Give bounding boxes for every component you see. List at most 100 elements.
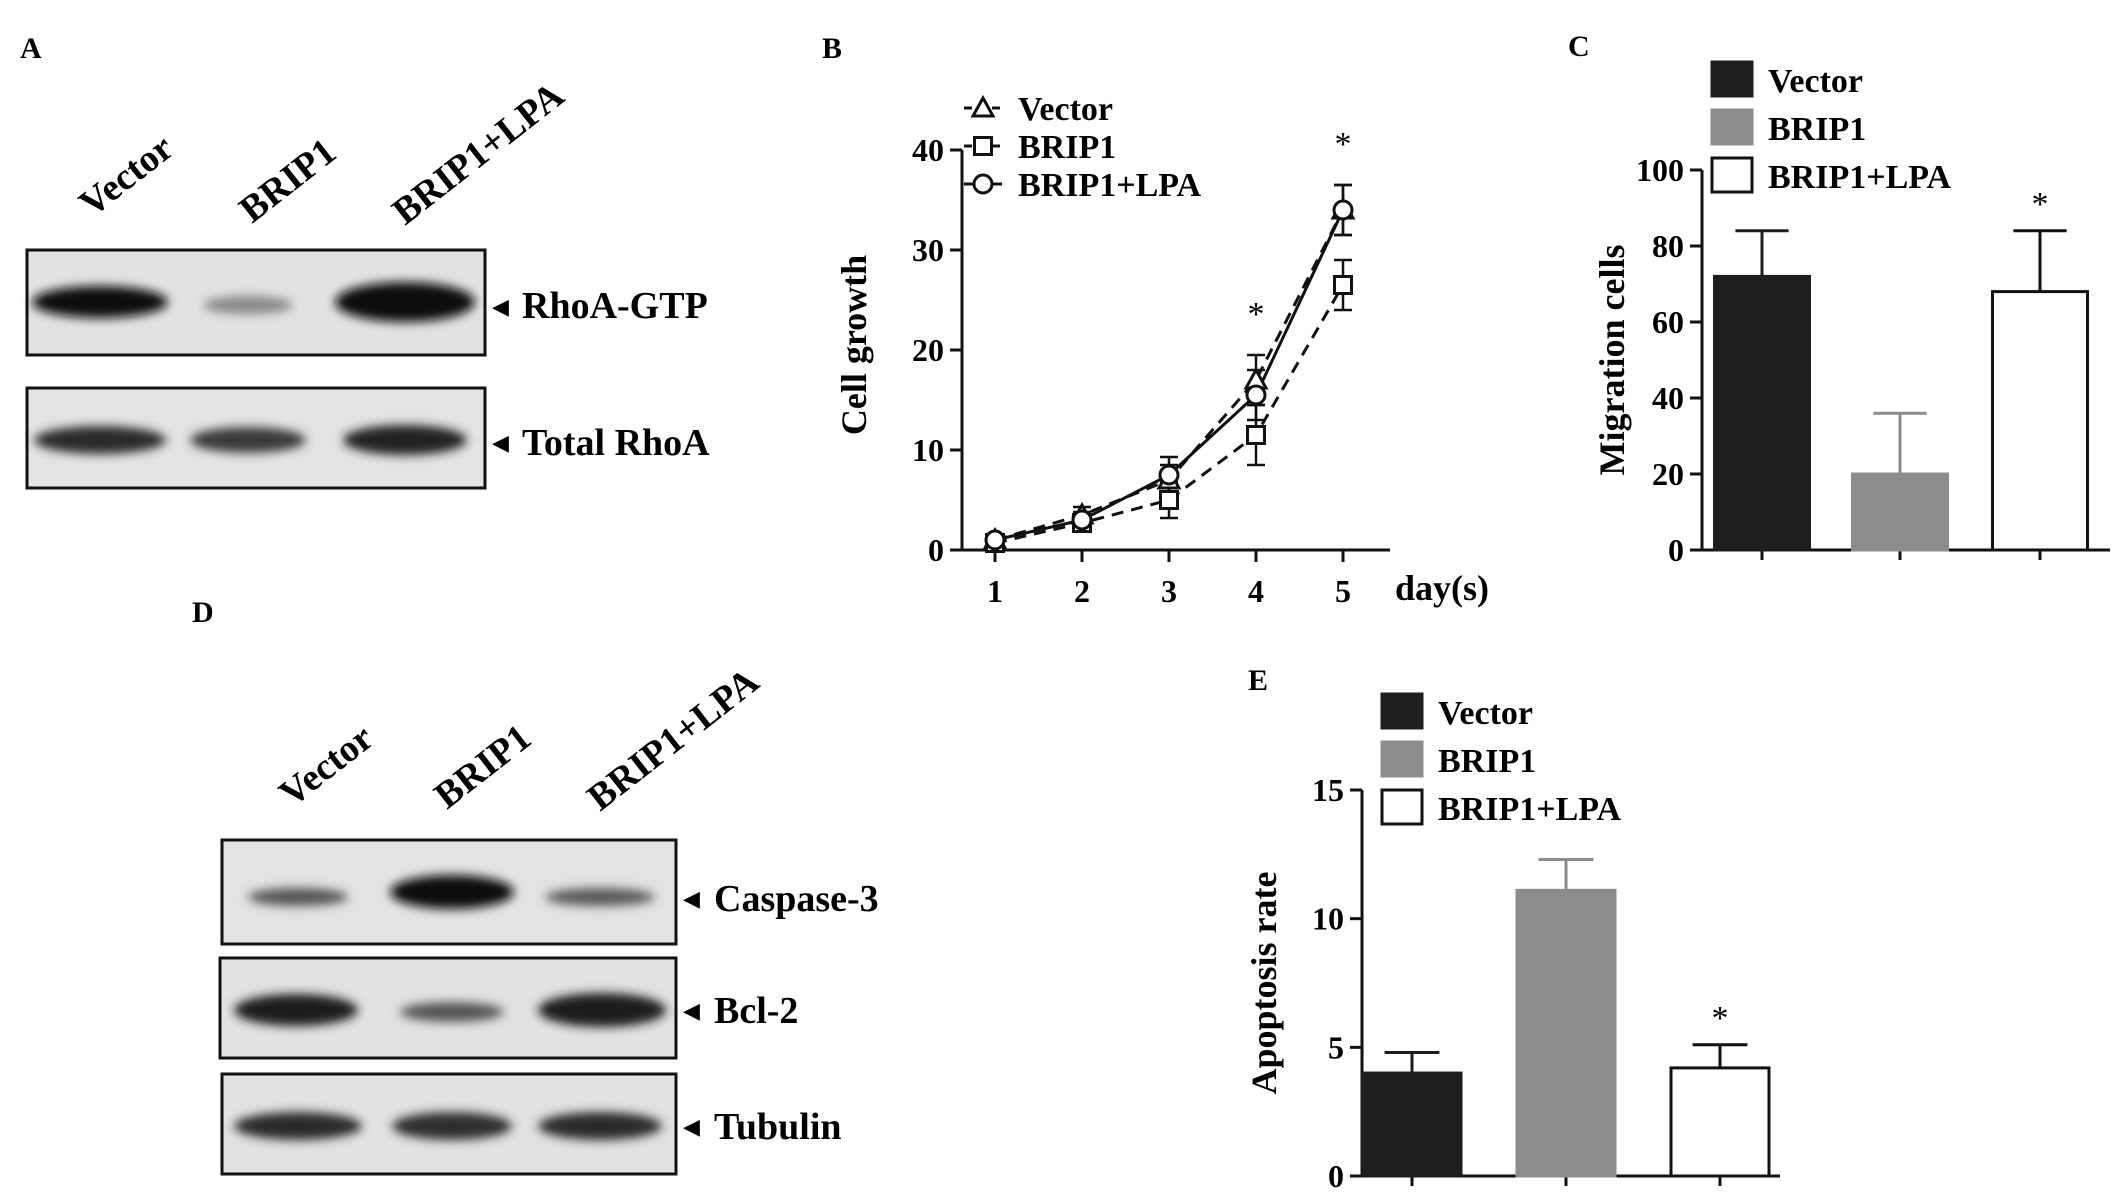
y-tick-label: 100 [1636, 152, 1684, 188]
arrow-tubulin: ◀ [683, 1115, 700, 1140]
panel-b-letter: B [822, 32, 842, 65]
bar-brip1-lpa [1991, 290, 2089, 552]
y-tick-label: 0 [928, 532, 944, 568]
band [32, 286, 168, 318]
y-tick-label: 15 [1312, 772, 1344, 808]
blot-label-total-rhoa: Total RhoA [522, 422, 710, 464]
data-point-1 [1333, 275, 1353, 295]
legend-label: BRIP1+LPA [1018, 167, 1202, 204]
y-tick-label: 60 [1652, 304, 1684, 340]
band [190, 427, 306, 453]
panel-c: C 0 20 40 60 80 100 Migration cells * Vector BRIP… [1568, 30, 2110, 568]
blot-caspase-3 [220, 838, 678, 946]
arrow-rhoa-gtp: ◀ [492, 295, 509, 320]
significance-star: * [1248, 296, 1265, 333]
legend-label: BRIP1+LPA [1438, 791, 1622, 828]
legend-label: BRIP1 [1768, 111, 1866, 148]
y-tick-label: 20 [1652, 456, 1684, 492]
legend-marker [972, 173, 994, 195]
band [248, 888, 348, 906]
arrow-caspase-3: ◀ [683, 887, 700, 912]
panel-a: A Vector BRIP1 BRIP1+LPA ◀ RhoA-GTP ◀ To… [20, 32, 710, 490]
legend-swatch [1710, 108, 1754, 146]
legend-label: BRIP1 [1438, 743, 1536, 780]
blot-label-tubulin: Tubulin [714, 1106, 842, 1148]
band [400, 1002, 504, 1022]
bar-vector [1713, 274, 1811, 552]
blot-bcl-2 [218, 956, 678, 1060]
legend-marker [973, 136, 993, 156]
band [392, 1112, 512, 1140]
legend-label: Vector [1768, 63, 1863, 100]
chart-migration-cells: 0 20 40 60 80 100 Migration cells * Vector BRIP1 B… [1592, 60, 2110, 568]
panel-c-letter: C [1568, 30, 1590, 63]
x-tick-label: 5 [1335, 573, 1351, 609]
blot-label-caspase-3: Caspase-3 [714, 878, 879, 920]
y-axis-label: Apoptosis rate [1244, 871, 1284, 1094]
y-tick-label: 80 [1652, 228, 1684, 264]
x-axis-label: day(s) [1395, 568, 1489, 608]
panel-d-lane-label-brip1: BRIP1 [427, 716, 539, 817]
x-tick-label: 2 [1074, 573, 1090, 609]
data-point-2 [1245, 384, 1267, 406]
x-tick-label: 1 [987, 573, 1003, 609]
legend-label: Vector [1018, 91, 1113, 128]
x-tick-label: 3 [1161, 573, 1177, 609]
y-tick-label: 0 [1668, 532, 1684, 568]
y-axis-label: Migration cells [1592, 245, 1632, 476]
bar-brip1-lpa [1669, 1066, 1771, 1178]
band [335, 282, 475, 322]
y-tick-label: 40 [1652, 380, 1684, 416]
band [234, 1112, 362, 1140]
band [538, 1112, 662, 1140]
band [34, 426, 166, 454]
panel-b: B 0 10 20 30 40 1 2 3 4 5 day(s) Cell growth * * Vecto… [822, 32, 1489, 609]
legend-swatch [1380, 740, 1424, 778]
bar-brip1 [1851, 472, 1949, 552]
band [343, 425, 467, 455]
legend-label: BRIP1 [1018, 129, 1116, 166]
data-point-2 [1332, 199, 1354, 221]
y-tick-label: 10 [912, 432, 944, 468]
panel-e-letter: E [1248, 664, 1268, 697]
legend-label: BRIP1+LPA [1768, 159, 1952, 196]
arrow-bcl-2: ◀ [683, 999, 700, 1024]
y-tick-label: 40 [912, 132, 944, 168]
band [545, 888, 655, 906]
y-tick-label: 0 [1328, 1158, 1344, 1194]
bar-brip1 [1515, 888, 1617, 1178]
band [390, 875, 514, 909]
y-tick-label: 10 [1312, 901, 1344, 937]
blot-tubulin [220, 1072, 678, 1176]
bar-vector [1361, 1071, 1463, 1178]
chart-apoptosis-rate: 0 5 10 15 Apoptosis rate * Vector BRIP1 BRIP1+LP… [1244, 692, 1780, 1194]
arrow-total-rhoa: ◀ [492, 431, 509, 456]
data-point-2 [1071, 509, 1093, 531]
legend-swatch [1710, 60, 1754, 98]
data-point-1 [1246, 425, 1266, 445]
panel-d-lane-label-brip1-lpa: BRIP1+LPA [580, 660, 768, 819]
legend-swatch [1380, 788, 1424, 826]
panel-a-lane-label-brip1-lpa: BRIP1+LPA [385, 74, 573, 233]
panel-a-lane-label-brip1: BRIP1 [232, 130, 344, 231]
panel-d-lane-label-vector: Vector [272, 717, 382, 816]
panel-a-lane-label-vector: Vector [72, 127, 182, 226]
blot-total-rhoa [25, 386, 487, 490]
legend-label: Vector [1438, 695, 1533, 732]
legend-swatch [1380, 692, 1424, 730]
blot-rhoa-gtp [25, 248, 487, 357]
y-tick-label: 5 [1328, 1029, 1344, 1065]
data-point-2 [1158, 464, 1180, 486]
panel-d: D Vector BRIP1 BRIP1+LPA ◀ Caspase-3 ◀ B… [192, 596, 879, 1176]
blot-label-rhoa-gtp: RhoA-GTP [522, 285, 708, 327]
legend-swatch [1710, 156, 1754, 194]
significance-star: * [1335, 126, 1352, 163]
panel-a-letter: A [20, 32, 42, 65]
significance-star: * [2032, 186, 2049, 223]
panel-d-letter: D [192, 596, 214, 629]
series-line-1 [994, 284, 1345, 545]
y-tick-label: 30 [912, 232, 944, 268]
y-axis-label: Cell growth [834, 255, 874, 435]
